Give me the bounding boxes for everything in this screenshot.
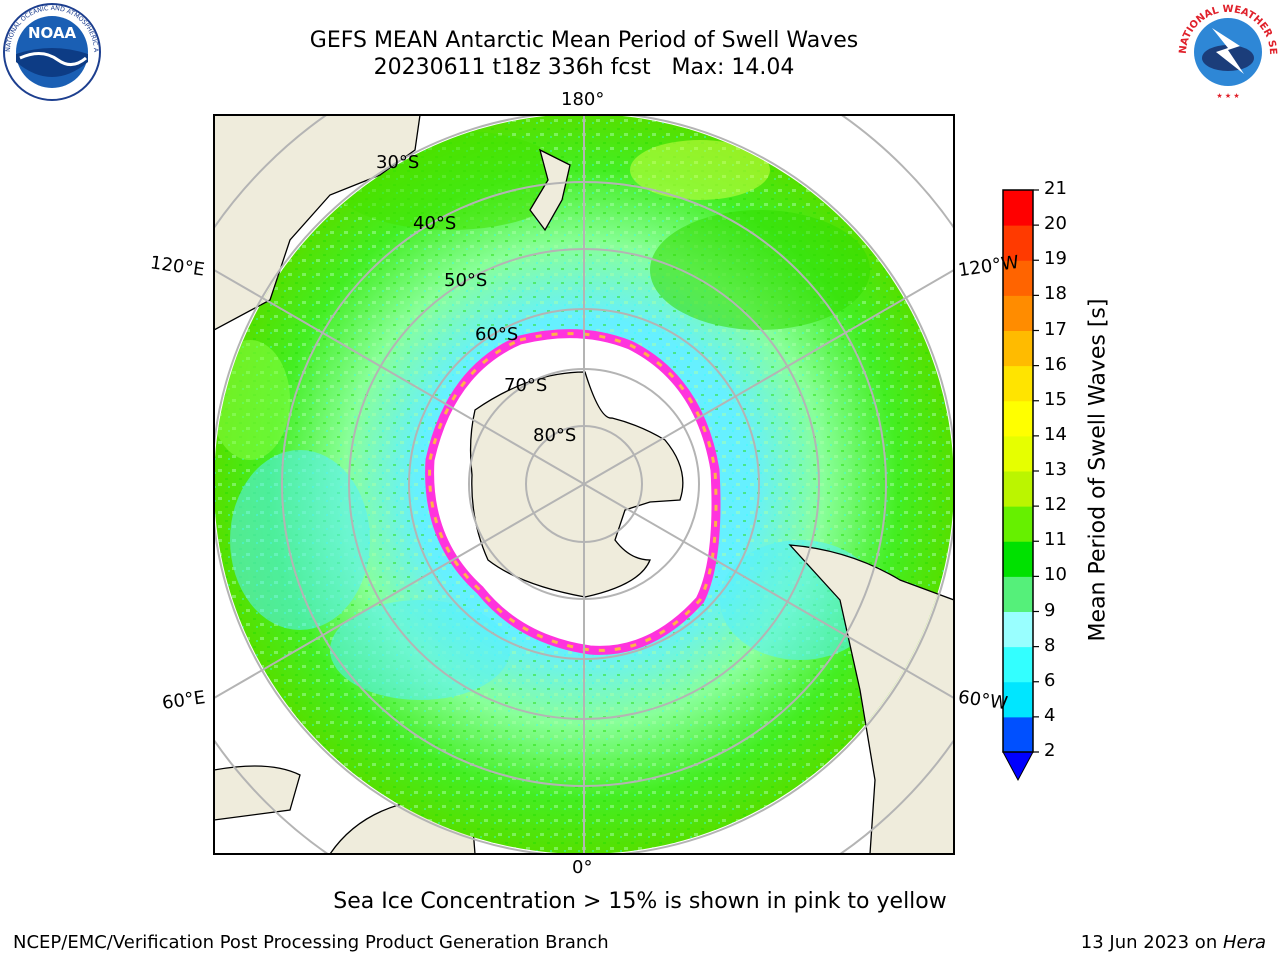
colorbar-segment xyxy=(1003,400,1033,437)
lat-label-60s: 60°S xyxy=(475,324,519,345)
colorbar-segment xyxy=(1003,576,1033,612)
colorbar-tick-label: 9 xyxy=(1044,599,1056,621)
footer-branch: NCEP/EMC/Verification Post Processing Pr… xyxy=(13,932,609,953)
colorbar-tick-label: 19 xyxy=(1044,248,1067,270)
lat-label-70s: 70°S xyxy=(504,375,548,396)
lat-label-80s: 80°S xyxy=(533,425,577,446)
colorbar-segment xyxy=(1003,435,1033,472)
colorbar-segment xyxy=(1003,471,1033,507)
lon-label-180: 180° xyxy=(561,89,605,110)
colorbar-segment xyxy=(1003,541,1033,577)
colorbar-tick-label: 14 xyxy=(1044,423,1067,445)
svg-text:★ ★ ★: ★ ★ ★ xyxy=(1216,92,1239,100)
colorbar xyxy=(1002,189,1039,782)
colorbar-segment xyxy=(1003,225,1033,261)
colorbar-tick-label: 20 xyxy=(1044,213,1067,235)
colorbar-tick-label: 15 xyxy=(1044,388,1067,410)
colorbar-segment xyxy=(1003,190,1033,226)
colorbar-label: Mean Period of Swell Waves [s] xyxy=(1085,298,1111,642)
footer-machine: Hera xyxy=(1222,932,1266,953)
sea-ice-note: Sea Ice Concentration > 15% is shown in … xyxy=(333,889,947,914)
colorbar-segment xyxy=(1003,295,1033,331)
colorbar-segment xyxy=(1003,646,1033,683)
australia-land xyxy=(214,115,421,331)
colorbar-segment xyxy=(1003,260,1033,296)
lat-label-40s: 40°S xyxy=(413,213,457,234)
noaa-logo-text: NOAA xyxy=(28,24,77,42)
colorbar-segment xyxy=(1003,330,1033,367)
colorbar-tick-label: 21 xyxy=(1044,178,1067,199)
footer-date-text: 13 Jun 2023 on xyxy=(1080,932,1223,953)
colorbar-extend-arrow xyxy=(1002,751,1034,782)
colorbar-segment xyxy=(1003,681,1033,718)
colorbar-tick-label: 6 xyxy=(1044,669,1056,691)
colorbar-tick-label: 18 xyxy=(1044,283,1067,305)
colorbar-segment xyxy=(1003,506,1033,542)
noaa-logo-icon: NOAA NATIONAL OCEANIC AND ATMOSPHERIC AD… xyxy=(2,2,101,101)
chart-title: GEFS MEAN Antarctic Mean Period of Swell… xyxy=(309,28,859,53)
colorbar-tick-label: 2 xyxy=(1044,740,1056,761)
lat-label-50s: 50°S xyxy=(444,270,488,291)
chart-subtitle: 20230611 t18z 336h fcst Max: 14.04 xyxy=(373,55,795,80)
map-area xyxy=(214,115,954,854)
colorbar-tick-label: 12 xyxy=(1044,494,1067,516)
colorbar-tick-label: 10 xyxy=(1044,564,1067,586)
colorbar-segment xyxy=(1003,365,1033,402)
colorbar-segment xyxy=(1003,611,1033,648)
colorbar-tick-label: 16 xyxy=(1044,353,1067,375)
colorbar-segment xyxy=(1003,716,1033,753)
colorbar-tick-label: 8 xyxy=(1044,634,1056,656)
colorbar-tick-label: 17 xyxy=(1044,318,1067,340)
map-frame xyxy=(213,114,955,855)
graticule xyxy=(214,115,954,854)
colorbar-tick-label: 4 xyxy=(1044,704,1056,726)
colorbar-tick-label: 13 xyxy=(1044,459,1067,480)
footer-date: 13 Jun 2023 on Hera xyxy=(1081,932,1266,953)
lon-label-0: 0° xyxy=(572,857,593,878)
lat-label-30s: 30°S xyxy=(376,152,420,173)
nws-logo-icon: NATIONAL WEATHER SERVICE ★ ★ ★ xyxy=(1178,2,1278,100)
colorbar-tick-label: 11 xyxy=(1044,529,1067,551)
